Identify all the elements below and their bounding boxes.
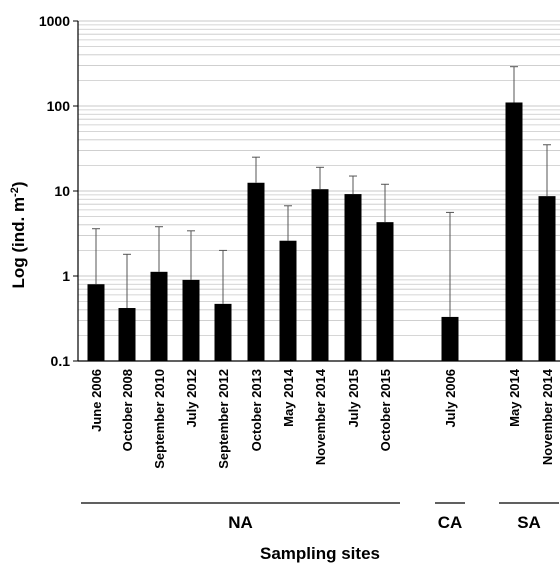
x-tick-label: October 2008	[120, 369, 135, 451]
x-tick-label: September 2010	[152, 369, 167, 469]
bar	[182, 279, 200, 361]
bar	[376, 222, 394, 361]
bar	[214, 303, 232, 361]
x-tick-labels: June 2006 October 2008 September 2010 July …	[89, 368, 555, 468]
error-bars	[92, 66, 551, 317]
x-tick-label: September 2012	[216, 369, 231, 469]
bar	[150, 271, 168, 361]
x-tick-label: July 2015	[346, 369, 361, 428]
x-tick-label: June 2006	[89, 369, 104, 432]
y-tick-label: 10	[54, 183, 70, 199]
bar	[538, 196, 556, 361]
x-tick-label: May 2014	[281, 368, 296, 427]
y-axis-label-main: Log (ind. m	[9, 197, 28, 289]
group-label: SA	[517, 513, 541, 532]
bar	[505, 102, 523, 361]
bar	[118, 308, 136, 361]
bar	[441, 316, 459, 361]
y-tick-labels: 0.1 1 10 100 1000	[39, 13, 78, 369]
y-tick-label: 0.1	[51, 353, 71, 369]
y-tick-label: 100	[47, 98, 71, 114]
y-tick-label: 1000	[39, 13, 70, 29]
bar	[247, 182, 265, 361]
x-tick-label: May 2014	[507, 368, 522, 427]
x-axis-label: Sampling sites	[260, 544, 380, 563]
bar	[87, 284, 105, 361]
x-tick-label: October 2013	[249, 369, 264, 451]
x-tick-label: October 2015	[378, 369, 393, 451]
x-tick-label: July 2012	[184, 369, 199, 428]
x-tick-label: November 2014	[313, 368, 328, 465]
group-label: CA	[438, 513, 463, 532]
y-axis-label-close: )	[9, 181, 28, 187]
x-tick-label: November 2014	[540, 368, 555, 465]
bar	[279, 240, 297, 361]
bars	[87, 102, 556, 361]
y-axis-label: Log (ind. m-2)	[9, 181, 28, 288]
y-tick-label: 1	[62, 268, 70, 284]
x-tick-label: July 2006	[443, 369, 458, 428]
group-labels: NA CA SA	[81, 502, 559, 532]
y-axis-label-superscript: -2	[9, 187, 21, 197]
bar	[311, 189, 329, 361]
group-label: NA	[228, 513, 253, 532]
bar	[344, 194, 362, 361]
